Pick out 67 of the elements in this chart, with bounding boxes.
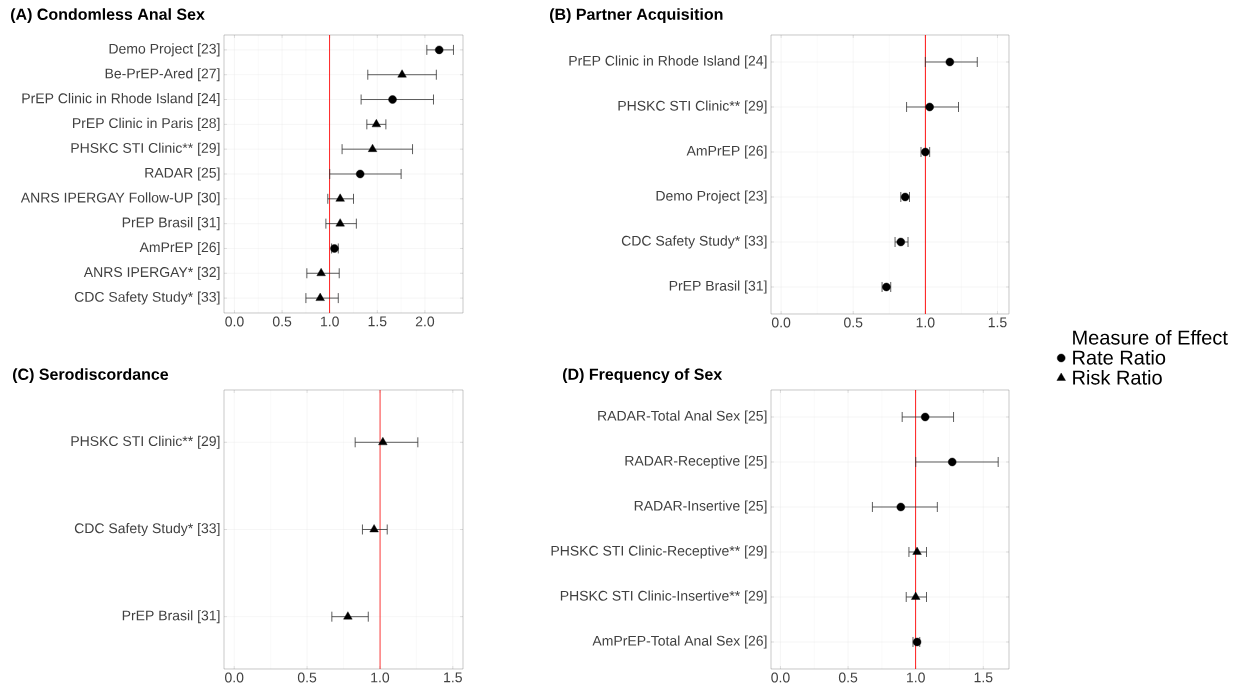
x-tick-label: 1.0 xyxy=(321,316,339,327)
y-tick-label: PrEP Clinic in Paris [28] xyxy=(73,117,220,131)
y-tick-label: PrEP Brasil [31] xyxy=(669,280,767,294)
y-tick-label: AmPrEP-Total Anal Sex [26] xyxy=(592,635,767,649)
y-tick-label: RADAR-Total Anal Sex [25] xyxy=(598,410,767,424)
x-tick-label: 2.0 xyxy=(415,316,435,327)
point xyxy=(397,69,407,78)
y-tick-label: PrEP Clinic in Rhode Island [24] xyxy=(569,55,767,69)
point xyxy=(388,95,397,104)
x-tick-label: 1.0 xyxy=(907,672,925,683)
point xyxy=(435,45,444,55)
y-tick-label: PrEP Clinic in Rhode Island [24] xyxy=(22,93,220,107)
y-tick-label: CDC Safety Study* [33] xyxy=(621,235,767,249)
point xyxy=(371,119,381,128)
y-tick-label: PHSKC STI Clinic-Insertive** [29] xyxy=(560,590,767,604)
x-tick-label: 0.5 xyxy=(838,672,858,683)
y-tick-label: PHSKC STI Clinic** [29] xyxy=(71,142,220,156)
y-tick-label: PHSKC STI Clinic** [29] xyxy=(618,100,767,114)
x-tick-label: 1.5 xyxy=(988,317,1007,328)
y-tick-label: AmPrEP [26] xyxy=(139,241,220,255)
y-tick-label: PHSKC STI Clinic-Receptive** [29] xyxy=(551,545,767,559)
point xyxy=(355,169,365,179)
y-tick-label: CDC Safety Study* [33] xyxy=(74,522,220,537)
x-tick-label: 1.5 xyxy=(974,672,993,683)
point xyxy=(948,457,957,467)
point xyxy=(945,57,955,67)
point xyxy=(912,546,922,555)
x-tick-label: 0.5 xyxy=(844,317,863,328)
y-tick-label: CDC Safety Study* [33] xyxy=(74,291,220,305)
y-tick-label: ANRS IPERGAY Follow-UP [30] xyxy=(20,192,220,206)
chart-title: (A) Condomless Anal Sex xyxy=(11,8,205,24)
x-tick-label: 0.0 xyxy=(225,316,244,327)
legend-label: Rate Ratio xyxy=(1073,350,1166,365)
y-tick-label: PrEP Brasil [31] xyxy=(122,217,220,231)
point xyxy=(335,218,345,227)
x-tick-label: 0.0 xyxy=(771,317,791,328)
x-tick-label: 1.5 xyxy=(444,672,462,683)
y-tick-label: RADAR [25] xyxy=(145,167,220,181)
y-tick-label: RADAR-Receptive [25] xyxy=(625,455,767,469)
point xyxy=(896,502,906,512)
x-tick-label: 0.0 xyxy=(771,672,790,683)
y-tick-label: PHSKC STI Clinic** [29] xyxy=(71,435,220,449)
point xyxy=(920,412,930,422)
y-tick-label: ANRS IPERGAY* [32] xyxy=(83,266,220,280)
y-tick-label: Demo Project [23] xyxy=(109,43,220,57)
x-tick-label: 1.0 xyxy=(916,317,935,328)
y-tick-label: Be-PrEP-Ared [27] xyxy=(105,68,220,82)
point xyxy=(368,143,378,152)
text: (C) Serodiscordance xyxy=(13,368,169,384)
y-tick-label: PrEP Brasil [31] xyxy=(122,610,220,624)
legend-label: Risk Ratio xyxy=(1073,369,1162,385)
x-tick-label: 0.5 xyxy=(297,672,317,683)
text: (D) Frequency of Sex xyxy=(563,368,723,384)
y-tick-label: RADAR-Insertive [25] xyxy=(634,500,767,514)
x-tick-label: 1.0 xyxy=(371,672,390,683)
x-tick-label: 0.5 xyxy=(272,316,292,327)
x-tick-label: 1.5 xyxy=(368,316,387,327)
x-tick-label: 0.0 xyxy=(225,672,244,683)
point xyxy=(335,193,345,202)
point xyxy=(925,102,934,112)
point xyxy=(911,591,921,600)
point xyxy=(315,292,325,301)
y-tick-label: Demo Project [23] xyxy=(656,190,767,204)
legend-title: Measure of Effect xyxy=(1073,330,1228,345)
y-tick-label: AmPrEP [26] xyxy=(686,145,767,159)
point xyxy=(316,268,326,276)
text: (B) Partner Acquisition xyxy=(550,8,723,24)
